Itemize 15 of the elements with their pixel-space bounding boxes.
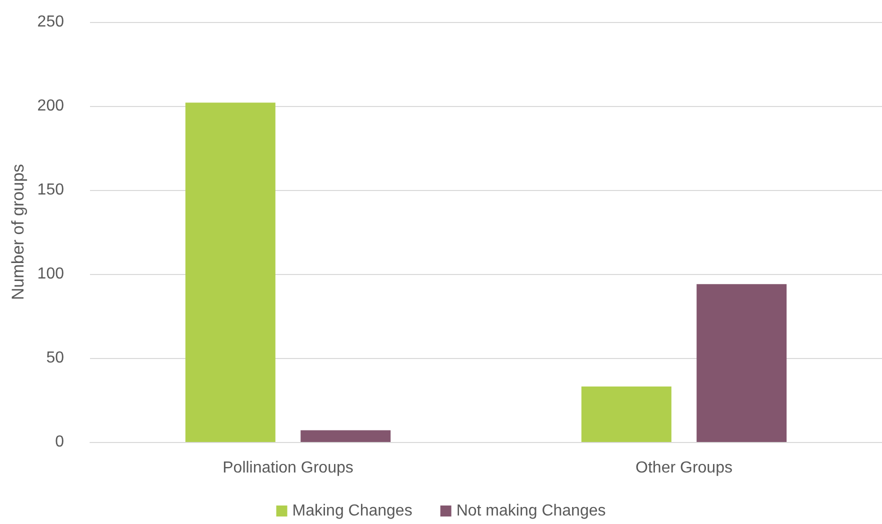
bar (300, 430, 391, 442)
y-tick-label: 150 (37, 182, 64, 198)
legend-label: Making Changes (292, 502, 412, 520)
y-tick-label: 50 (46, 350, 64, 366)
y-axis-title: Number of groups (8, 164, 28, 300)
y-tick-label: 100 (37, 266, 64, 282)
legend-label: Not making Changes (456, 502, 606, 520)
y-tick-label: 200 (37, 98, 64, 114)
bar (185, 102, 276, 442)
x-tick-label: Other Groups (636, 460, 732, 476)
y-tick-label: 0 (55, 434, 64, 450)
x-tick-label: Pollination Groups (222, 460, 354, 476)
y-tick-label: 250 (37, 14, 64, 30)
bar (696, 284, 787, 442)
bar (581, 386, 672, 442)
